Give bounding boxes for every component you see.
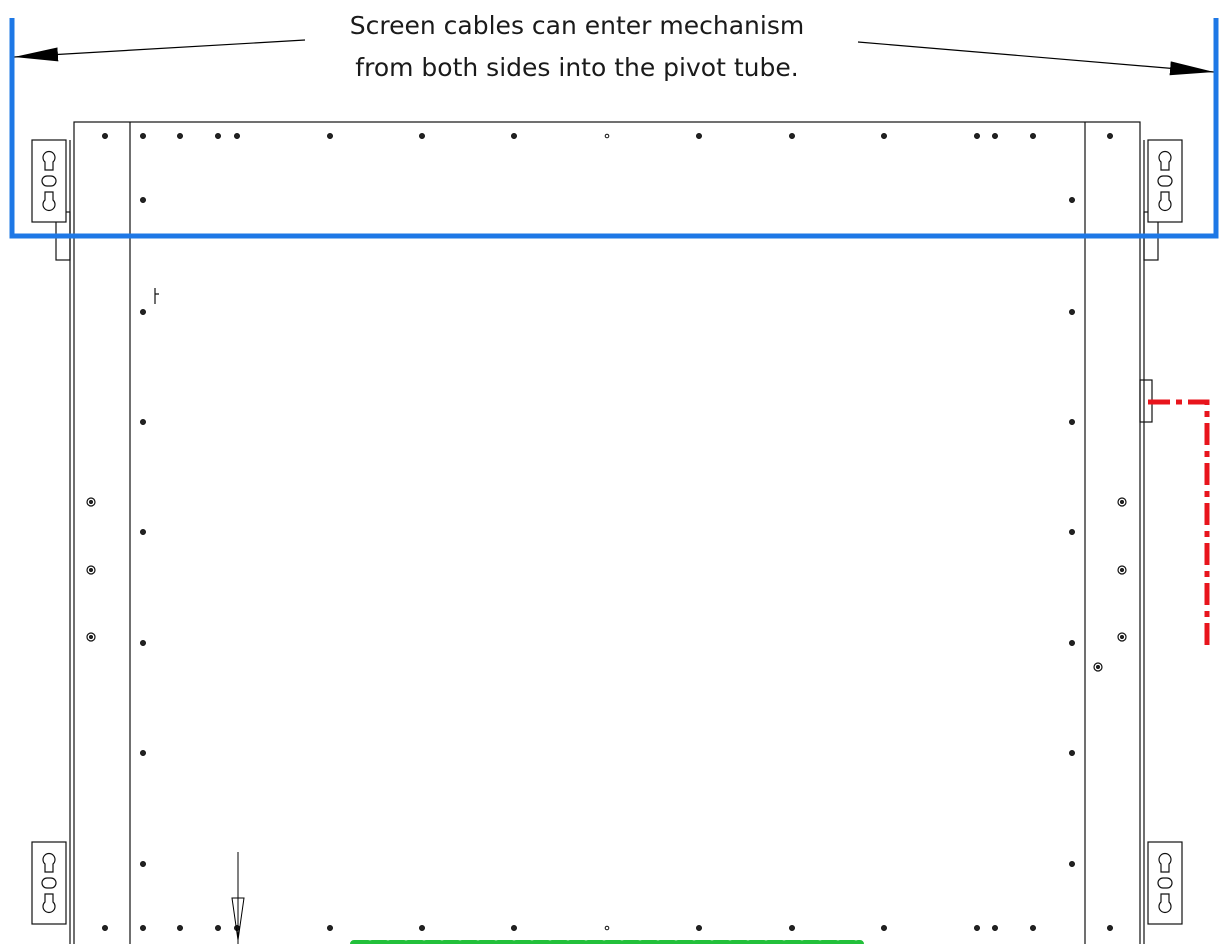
ring-fastener — [86, 497, 96, 507]
fastener — [139, 925, 146, 932]
fastener — [89, 635, 94, 640]
fastener — [974, 925, 981, 932]
fastener — [326, 925, 333, 932]
clip — [154, 288, 159, 304]
keyhole — [42, 893, 56, 913]
cable-path-blue — [9, 18, 1219, 239]
keyhole — [42, 191, 56, 211]
ring-fastener — [1117, 565, 1127, 575]
fastener — [176, 132, 183, 139]
ring-fastener — [1117, 632, 1127, 642]
fastener — [102, 925, 109, 932]
outer-frame — [73, 121, 1141, 944]
fastener — [139, 750, 146, 757]
fastener — [510, 925, 517, 932]
keyhole-bracket — [31, 841, 67, 925]
bracket-plate — [31, 841, 67, 925]
fastener — [139, 861, 146, 868]
fastener — [974, 132, 981, 139]
fastener — [139, 132, 146, 139]
arrow — [857, 41, 1215, 76]
fastener — [992, 925, 999, 932]
keyhole — [1158, 893, 1172, 913]
fastener — [789, 925, 796, 932]
slot — [41, 175, 57, 187]
arrow — [13, 39, 306, 62]
keyhole-bracket — [1147, 139, 1183, 223]
keyhole — [1158, 853, 1172, 873]
fastener — [1069, 750, 1076, 757]
ring-fastener — [1093, 662, 1103, 672]
fastener — [214, 132, 221, 139]
fastener — [89, 568, 94, 573]
ring-fastener — [1117, 497, 1127, 507]
slot — [41, 877, 57, 889]
arrow-head — [231, 897, 245, 941]
fastener — [139, 308, 146, 315]
fastener — [1069, 196, 1076, 203]
fastener — [89, 499, 94, 504]
keyhole — [1158, 151, 1172, 171]
annotation-line: from both sides into the pivot tube. — [355, 53, 798, 82]
ring-fastener — [86, 632, 96, 642]
fastener — [510, 132, 517, 139]
keyhole — [1158, 191, 1172, 211]
fastener — [1069, 418, 1076, 425]
keyhole — [42, 853, 56, 873]
fastener — [102, 132, 109, 139]
fastener — [1030, 925, 1037, 932]
fastener — [881, 925, 888, 932]
arrows — [13, 39, 1215, 944]
bracket-plate — [31, 139, 67, 223]
keyhole — [42, 151, 56, 171]
fastener — [1069, 640, 1076, 647]
fastener — [789, 132, 796, 139]
fastener — [1120, 568, 1125, 573]
fastener — [139, 418, 146, 425]
fastener — [881, 132, 888, 139]
fastener — [139, 640, 146, 647]
fastener — [604, 925, 610, 931]
fastener — [418, 925, 425, 932]
keyhole-bracket — [1147, 841, 1183, 925]
fastener — [604, 133, 610, 139]
fastener — [139, 529, 146, 536]
fastener — [696, 132, 703, 139]
bracket-plate — [1147, 841, 1183, 925]
bracket-plate — [1147, 139, 1183, 223]
fastener — [1069, 861, 1076, 868]
fastener — [176, 925, 183, 932]
fastener — [1120, 499, 1125, 504]
annotation-line: Screen cables can enter mechanism — [350, 11, 804, 40]
fastener — [992, 132, 999, 139]
fastener — [1107, 925, 1114, 932]
fastener — [326, 132, 333, 139]
fastener — [1069, 308, 1076, 315]
fastener — [696, 925, 703, 932]
fastener — [1030, 132, 1037, 139]
keyhole-bracket — [31, 139, 67, 223]
slot — [1157, 175, 1173, 187]
fastener — [233, 132, 240, 139]
fastener — [1107, 132, 1114, 139]
ring-fastener — [86, 565, 96, 575]
frame — [55, 121, 1159, 944]
slot — [1157, 877, 1173, 889]
fasteners — [86, 132, 1127, 932]
cable-path-red — [1148, 399, 1210, 646]
fastener — [214, 925, 221, 932]
fastener — [139, 196, 146, 203]
brackets — [31, 139, 1183, 925]
fastener — [1069, 529, 1076, 536]
fastener — [1096, 665, 1101, 670]
fastener — [1120, 635, 1125, 640]
fastener — [418, 132, 425, 139]
